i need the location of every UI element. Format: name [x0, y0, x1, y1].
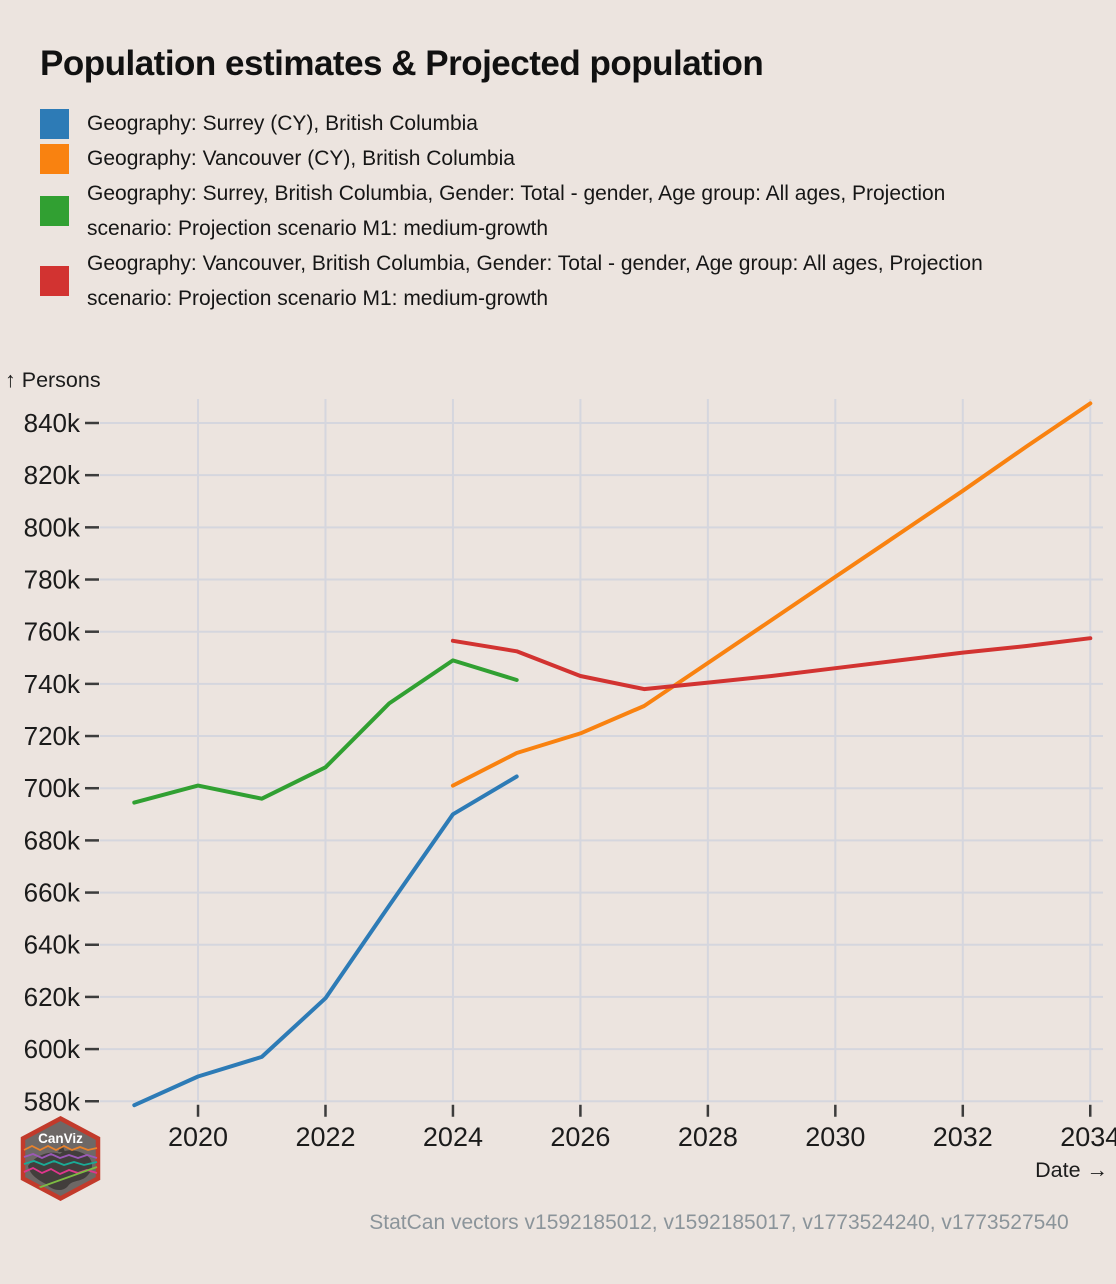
x-tick-label: 2024 — [423, 1122, 483, 1152]
legend-label: Geography: Surrey (CY), British Columbia — [87, 112, 478, 135]
y-tick-label: 820k — [24, 460, 81, 490]
x-tick-label: 2028 — [678, 1122, 738, 1152]
footer-note: StatCan vectors v1592185012, v1592185017… — [369, 1211, 1068, 1234]
y-tick-label: 780k — [24, 565, 81, 595]
tick-layer: 580k 600k 620k 640k 660k 680k 700k 720k 740k 760k… — [24, 408, 1116, 1152]
logo-line-teal — [23, 1160, 98, 1166]
legend-label: Geography: Vancouver (CY), British Colum… — [87, 147, 515, 170]
legend-swatch — [40, 266, 69, 296]
x-tick-label: 2032 — [933, 1122, 993, 1152]
logo-map-canada — [28, 1144, 92, 1191]
y-tick-label: 840k — [24, 408, 81, 438]
series-line — [132, 774, 519, 1108]
y-tick-label: 760k — [24, 617, 81, 647]
y-tick-label: 620k — [24, 982, 81, 1012]
legend-label: Geography: Surrey, British Columbia, Gen… — [87, 182, 946, 240]
series-line — [450, 401, 1093, 788]
x-tick-label: 2026 — [550, 1122, 610, 1152]
x-tick-label: 2034 — [1060, 1122, 1116, 1152]
logo-line-violet — [23, 1153, 98, 1159]
x-tick-label: 2020 — [168, 1122, 228, 1152]
logo-line-orange — [23, 1144, 98, 1152]
legend: Geography: Surrey (CY), British Columbia… — [40, 106, 1050, 316]
y-tick-label: 660k — [24, 878, 81, 908]
y-axis-title: ↑ Persons — [5, 368, 101, 392]
canviz-logo: CanViz — [20, 1115, 101, 1202]
logo-title: CanViz — [38, 1131, 83, 1146]
y-tick-label: 680k — [24, 825, 81, 855]
x-axis-title: Date → — [1035, 1158, 1108, 1182]
y-tick-label: 700k — [24, 773, 81, 803]
logo-art — [23, 1144, 98, 1193]
legend-entry: Geography: Surrey (CY), British Columbia — [40, 106, 1050, 141]
y-tick-label: 720k — [24, 721, 81, 751]
line-chart: 580k 600k 620k 640k 660k 680k 700k 720k 740k 760k… — [5, 368, 1116, 1234]
y-tick-label: 740k — [24, 669, 81, 699]
series-line — [132, 658, 519, 805]
y-tick-label: 640k — [24, 930, 81, 960]
y-tick-label: 580k — [24, 1086, 81, 1116]
x-tick-label: 2030 — [805, 1122, 865, 1152]
legend-swatch — [40, 196, 69, 226]
legend-swatch — [40, 108, 69, 139]
legend-entry: Geography: Vancouver, British Columbia, … — [40, 246, 1050, 316]
legend-entry: Geography: Surrey, British Columbia, Gen… — [40, 176, 1050, 246]
y-tick-label: 800k — [24, 512, 81, 542]
grid-layer — [100, 399, 1103, 1103]
legend-entry: Geography: Vancouver (CY), British Colum… — [40, 141, 1050, 176]
legend-swatch — [40, 143, 69, 174]
series-layer — [132, 401, 1093, 1108]
y-tick-label: 600k — [24, 1034, 81, 1064]
x-tick-label: 2022 — [295, 1122, 355, 1152]
series-line — [450, 636, 1093, 692]
page-title: Population estimates & Projected populat… — [40, 44, 764, 83]
legend-label: Geography: Vancouver, British Columbia, … — [87, 252, 983, 310]
